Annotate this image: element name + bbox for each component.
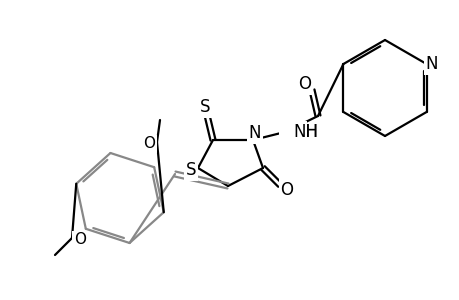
Text: S: S [199, 98, 210, 116]
Text: O: O [280, 181, 293, 199]
Text: NH: NH [292, 123, 317, 141]
Text: S: S [185, 161, 196, 179]
Text: O: O [298, 75, 311, 93]
Text: S: S [185, 161, 196, 179]
Text: N: N [425, 55, 437, 73]
Text: O: O [143, 136, 155, 152]
Text: O: O [298, 75, 311, 93]
Text: O: O [74, 232, 86, 247]
Text: O: O [143, 136, 155, 152]
Text: O: O [74, 232, 86, 247]
Text: O: O [74, 232, 86, 247]
Text: O: O [280, 181, 293, 199]
Text: O: O [298, 75, 311, 93]
Text: S: S [185, 161, 196, 179]
Text: S: S [199, 98, 210, 116]
Text: N: N [248, 124, 261, 142]
Text: O: O [143, 136, 155, 152]
Text: N: N [248, 124, 261, 142]
Text: NH: NH [292, 123, 317, 141]
Text: N: N [425, 55, 437, 73]
Text: NH: NH [280, 123, 305, 141]
Text: N: N [248, 124, 261, 142]
Text: O: O [280, 181, 293, 199]
Text: N: N [425, 55, 437, 73]
Text: S: S [199, 98, 210, 116]
